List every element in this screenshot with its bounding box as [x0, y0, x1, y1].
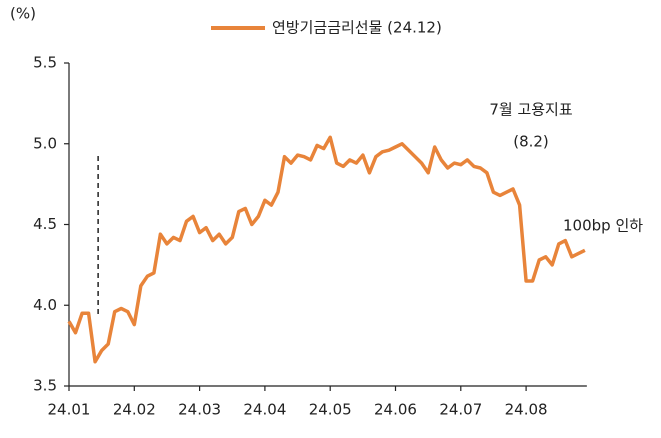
- y-unit: (%): [10, 5, 36, 23]
- x-tick-label: 24.04: [243, 401, 286, 419]
- annotation: (8.2): [513, 133, 549, 151]
- annotation: 7월 고용지표: [489, 101, 573, 119]
- x-tick-label: 24.08: [505, 401, 548, 419]
- y-tick-label: 4.0: [33, 296, 57, 314]
- legend-label: 연방기금금리선물 (24.12): [272, 19, 442, 37]
- x-tick-label: 24.03: [178, 401, 221, 419]
- y-tick-label: 4.5: [33, 215, 57, 233]
- line: [67, 135, 586, 364]
- x-tick-label: 24.02: [113, 401, 156, 419]
- y-tick-label: 3.5: [33, 377, 57, 395]
- x-tick-label: 24.05: [309, 401, 352, 419]
- x-tick-label: 24.06: [374, 401, 417, 419]
- y-tick-label: 5.0: [33, 134, 57, 152]
- annotation: 100bp 인하: [563, 217, 643, 235]
- x-tick-label: 24.07: [439, 401, 482, 419]
- y-tick-label: 5.5: [33, 54, 57, 72]
- x-tick-label: 24.01: [48, 401, 91, 419]
